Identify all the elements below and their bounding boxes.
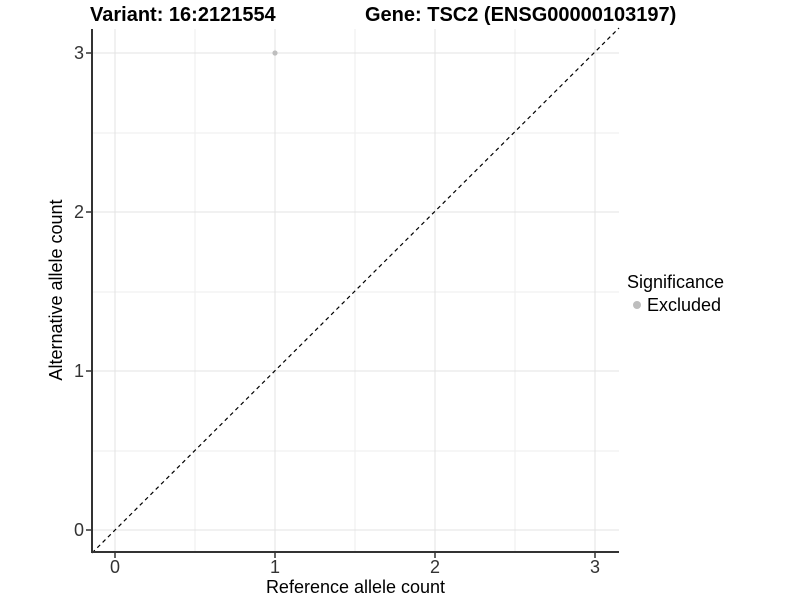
x-tick-label-1: 1 [269, 557, 280, 577]
excluded-point-icon [633, 301, 641, 309]
legend: Significance Excluded [627, 272, 724, 315]
y-tick-label-2: 2 [73, 202, 84, 222]
grid-major [92, 29, 619, 552]
data-point [272, 50, 278, 56]
legend-title: Significance [627, 272, 725, 292]
x-tick-label-2: 2 [429, 557, 440, 577]
identity-reference-line [91, 27, 620, 554]
variant-title: Variant: 16:2121554 [90, 4, 276, 26]
y-tick-label-0: 0 [73, 520, 84, 540]
y-tick-label-3: 3 [73, 43, 84, 63]
x-tick-label-0: 0 [109, 557, 120, 577]
gene-title: Gene: TSC2 (ENSG00000103197) [365, 4, 677, 26]
legend-item-label: Excluded [647, 295, 722, 315]
axis-lines [91, 29, 619, 553]
grid-minor [92, 29, 619, 552]
data-points-layer [272, 50, 278, 56]
legend-item-excluded: Excluded [627, 295, 724, 315]
tick-marks [86, 52, 596, 558]
y-tick-label-1: 1 [73, 361, 84, 381]
y-axis-title: Alternative allele count [46, 199, 66, 381]
x-axis-title: Reference allele count [265, 577, 446, 597]
x-tick-label-3: 3 [589, 557, 600, 577]
